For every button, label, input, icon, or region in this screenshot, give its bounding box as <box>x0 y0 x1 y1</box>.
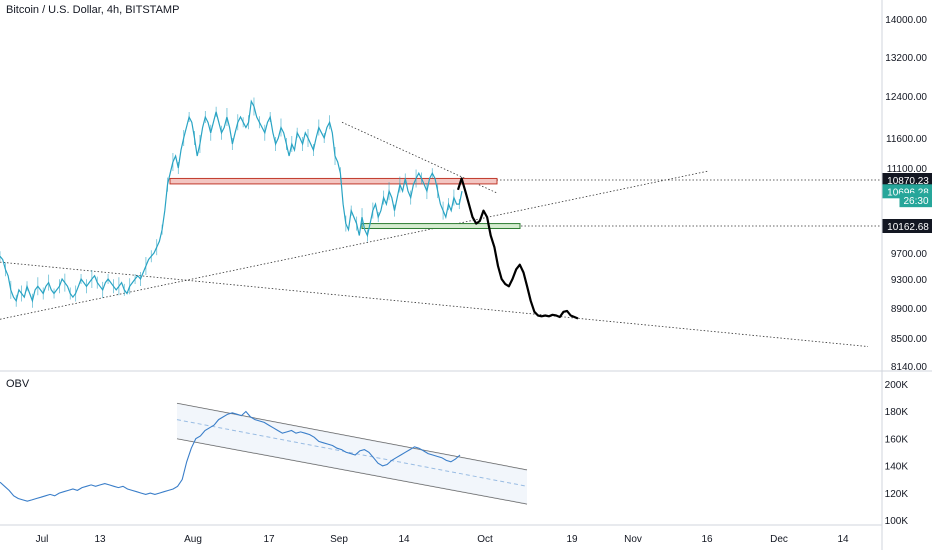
time-tick-label: 17 <box>263 534 275 545</box>
time-tick-label: Nov <box>624 534 642 545</box>
projection-path <box>456 177 579 320</box>
time-tick-label: Oct <box>477 534 493 545</box>
price-label-text: 10162.68 <box>887 222 929 233</box>
obv-tick-label: 160K <box>885 434 909 445</box>
trendline <box>0 170 709 320</box>
price-tick-label: 13200.00 <box>885 53 927 64</box>
price-label-text: 10696.28 <box>887 187 929 198</box>
price-tick-label: 8500.00 <box>891 334 928 345</box>
price-label-bg <box>899 193 932 208</box>
price-label-bg <box>882 219 932 233</box>
time-tick-label: 13 <box>94 534 106 545</box>
obv-tick-label: 200K <box>885 380 909 391</box>
obv-pane[interactable] <box>0 402 528 505</box>
price-tick-label: 11600.00 <box>886 134 927 145</box>
support-zone <box>361 223 521 229</box>
price-label-tag: 10162.68 <box>882 219 932 233</box>
resistance-zone <box>169 177 498 185</box>
price-label-text: 10870.23 <box>887 176 929 187</box>
price-tick-label: 11100.00 <box>887 164 928 175</box>
price-tick-label: 9700.00 <box>891 249 928 260</box>
obv-line <box>0 410 461 502</box>
time-tick-label: 16 <box>701 534 713 545</box>
time-tick-label: 14 <box>398 534 410 545</box>
chart-title: Bitcoin / U.S. Dollar, 4h, BITSTAMP <box>6 4 180 16</box>
price-label-text: 26:30 <box>903 196 928 207</box>
time-tick-label: Aug <box>184 534 202 545</box>
time-tick-label: Dec <box>770 534 788 545</box>
obv-tick-label: 180K <box>885 407 909 418</box>
time-tick-label: 14 <box>837 534 849 545</box>
obv-tick-label: 140K <box>885 462 909 473</box>
obv-tick-label: 120K <box>885 489 909 500</box>
price-pane[interactable] <box>0 97 882 347</box>
price-tick-label: 8140.00 <box>891 362 928 373</box>
obv-label: OBV <box>6 378 30 390</box>
price-tick-label: 9300.00 <box>891 275 928 286</box>
price-tick-label: 8900.00 <box>891 304 928 315</box>
trendline <box>341 121 498 194</box>
time-tick-label: Jul <box>36 534 49 545</box>
price-tick-label: 12400.00 <box>885 92 927 103</box>
price-tick-label: 14000.00 <box>885 15 927 26</box>
time-tick-label: Sep <box>330 534 348 545</box>
time-tick-label: 19 <box>566 534 578 545</box>
price-label-tag: 26:30 <box>899 193 932 208</box>
obv-tick-label: 100K <box>885 516 909 527</box>
price-line <box>0 99 463 303</box>
trendline <box>0 261 869 347</box>
